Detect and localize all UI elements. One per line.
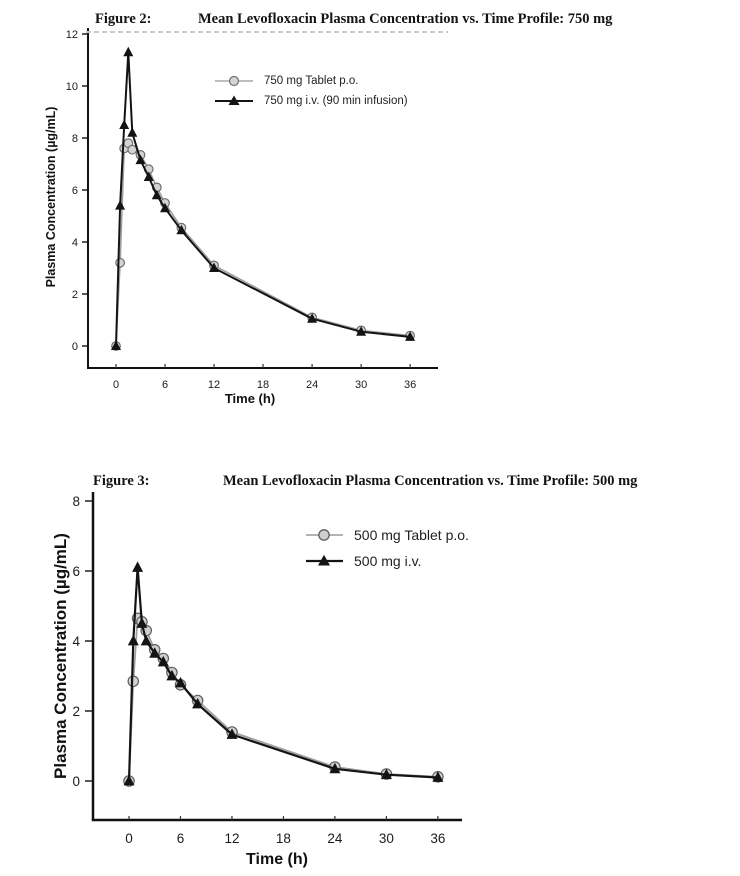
figure-2-series-tablet-po bbox=[111, 138, 416, 351]
figure-3-y-axis-label: Plasma Concentration (µg/mL) bbox=[51, 533, 70, 779]
figure-2-x-axis-label: Time (h) bbox=[224, 391, 276, 406]
series-line bbox=[128, 617, 438, 782]
figure-2-title-underline-artifact bbox=[86, 31, 448, 33]
y-tick-label: 6 bbox=[72, 564, 80, 579]
x-tick-label: 12 bbox=[224, 831, 239, 846]
data-point-triangle bbox=[380, 768, 392, 780]
figure-2-y-axis-label: Plasma Concentration (µg/mL) bbox=[44, 106, 58, 288]
y-tick-label: 10 bbox=[66, 81, 78, 93]
data-point-triangle bbox=[140, 634, 152, 646]
data-point-triangle bbox=[132, 561, 144, 572]
x-tick-label: 6 bbox=[177, 831, 185, 846]
data-point-triangle bbox=[151, 189, 162, 200]
x-tick-label: 0 bbox=[113, 379, 119, 391]
x-tick-label: 0 bbox=[125, 831, 133, 846]
data-point-circle bbox=[115, 257, 125, 268]
legend-circle-marker-icon bbox=[215, 75, 253, 87]
data-point-circle bbox=[127, 144, 138, 155]
figure-3-series-iv bbox=[123, 561, 444, 786]
legend-triangle-marker-icon bbox=[306, 554, 343, 566]
data-point-triangle bbox=[123, 774, 135, 786]
data-point-triangle bbox=[157, 655, 169, 667]
x-tick-label: 18 bbox=[276, 831, 291, 846]
data-point-triangle bbox=[127, 127, 138, 137]
x-tick-label: 18 bbox=[257, 379, 269, 391]
legend-circle-marker-icon bbox=[306, 529, 343, 541]
figure-2-title: Mean Levofloxacin Plasma Concentration v… bbox=[198, 11, 613, 27]
y-tick-label: 12 bbox=[66, 29, 78, 41]
data-point-triangle bbox=[136, 617, 148, 628]
figure-2-label: Figure 2: bbox=[95, 11, 152, 27]
x-tick-label: 24 bbox=[306, 379, 318, 391]
data-point-triangle bbox=[356, 326, 367, 336]
legend-label-iv: 750 mg i.v. (90 min infusion) bbox=[264, 95, 408, 107]
figure-2-legend-entry-iv: 750 mg i.v. (90 min infusion) bbox=[214, 94, 408, 108]
data-point-triangle bbox=[127, 634, 139, 646]
data-point-triangle bbox=[111, 340, 121, 350]
y-tick-label: 0 bbox=[72, 341, 78, 353]
y-tick-label: 2 bbox=[72, 289, 78, 301]
x-tick-label: 30 bbox=[355, 379, 367, 391]
legend-label-tablet: 500 mg Tablet p.o. bbox=[354, 527, 469, 543]
data-point-triangle bbox=[176, 224, 187, 235]
x-tick-label: 36 bbox=[430, 831, 445, 846]
data-point-circle bbox=[127, 675, 140, 688]
y-tick-label: 8 bbox=[72, 133, 78, 145]
data-point-triangle bbox=[209, 262, 219, 272]
data-point-triangle bbox=[143, 171, 154, 181]
figure-3-legend-entry-tablet: 500 mg Tablet p.o. bbox=[306, 527, 469, 543]
data-point-triangle bbox=[405, 331, 416, 341]
data-point-triangle bbox=[226, 728, 238, 739]
figure-2-series-iv bbox=[111, 46, 416, 350]
data-point-triangle bbox=[307, 313, 318, 323]
series-line bbox=[127, 566, 438, 782]
data-point-triangle bbox=[160, 202, 170, 213]
figure-3-x-axis-label: Time (h) bbox=[246, 851, 308, 868]
data-point-triangle bbox=[166, 669, 178, 681]
y-tick-label: 4 bbox=[72, 237, 78, 249]
x-tick-label: 36 bbox=[404, 379, 416, 391]
data-point-triangle bbox=[192, 697, 204, 709]
data-point-triangle bbox=[175, 676, 186, 688]
x-tick-label: 12 bbox=[208, 379, 220, 391]
legend-label-tablet: 750 mg Tablet p.o. bbox=[264, 75, 359, 87]
data-point-triangle bbox=[432, 771, 444, 782]
figure-3-legend-entry-iv: 500 mg i.v. bbox=[306, 553, 421, 569]
figure-3-label: Figure 3: bbox=[93, 473, 150, 489]
figure-3-title: Mean Levofloxacin Plasma Concentration v… bbox=[223, 473, 638, 489]
data-point-triangle bbox=[119, 119, 130, 129]
y-tick-label: 0 bbox=[72, 774, 80, 789]
y-tick-label: 6 bbox=[72, 185, 78, 197]
series-line bbox=[115, 51, 411, 347]
data-point-triangle bbox=[149, 647, 161, 658]
legend-label-iv: 500 mg i.v. bbox=[354, 553, 422, 569]
y-tick-label: 4 bbox=[72, 634, 80, 649]
y-tick-label: 2 bbox=[72, 704, 80, 719]
x-tick-label: 6 bbox=[162, 379, 168, 391]
x-tick-label: 30 bbox=[379, 831, 394, 846]
figure-2-legend-entry-tablet: 750 mg Tablet p.o. bbox=[214, 74, 358, 88]
legend-triangle-marker-icon bbox=[215, 95, 253, 105]
y-tick-label: 8 bbox=[72, 494, 80, 509]
data-point-triangle bbox=[115, 200, 126, 210]
series-line bbox=[115, 142, 411, 347]
figure-3-series-tablet-po bbox=[123, 612, 444, 787]
data-point-triangle bbox=[123, 46, 134, 57]
data-point-triangle bbox=[329, 762, 341, 774]
data-point-triangle bbox=[135, 154, 146, 165]
x-tick-label: 24 bbox=[327, 831, 343, 846]
